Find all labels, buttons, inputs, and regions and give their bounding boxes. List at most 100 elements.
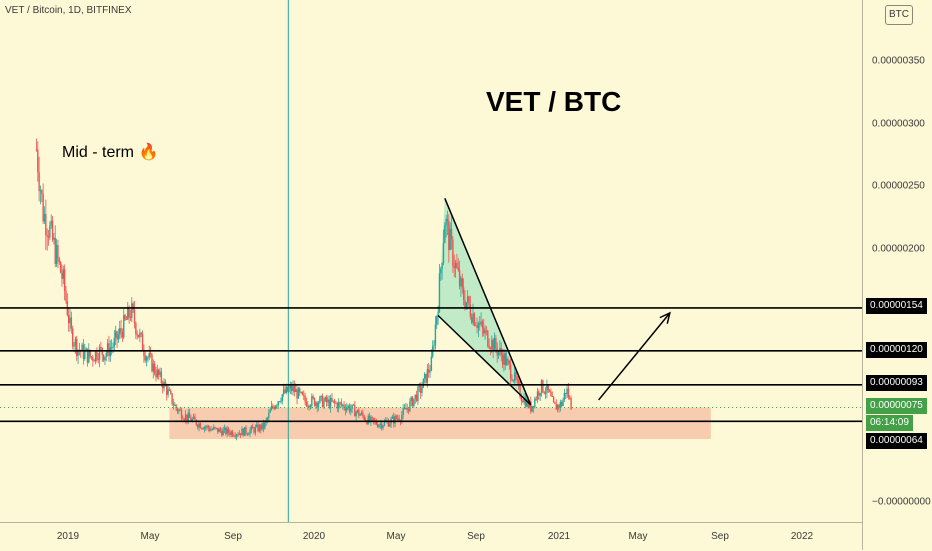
candle-body <box>100 346 102 348</box>
price-chart-svg[interactable] <box>0 0 862 522</box>
candle-body <box>176 408 179 412</box>
candle-body <box>179 409 181 411</box>
candle-body <box>245 427 247 434</box>
candle-body <box>110 347 113 349</box>
candle-body <box>470 316 473 323</box>
candle-body <box>475 325 477 327</box>
candle-body <box>492 339 494 352</box>
candle-body <box>313 398 316 406</box>
candle-body <box>203 427 206 430</box>
candle-body <box>346 407 348 411</box>
candle-body <box>542 380 544 392</box>
candle-body <box>152 363 155 372</box>
candle-body <box>88 349 90 363</box>
candle-body <box>120 328 122 332</box>
time-tick: 2020 <box>302 531 326 542</box>
candle-body <box>166 385 168 395</box>
candle-body <box>102 354 105 361</box>
candle-body <box>182 418 184 420</box>
candle-body <box>445 218 447 226</box>
currency-badge[interactable]: BTC <box>885 5 913 25</box>
chart-plot-area[interactable] <box>0 0 862 522</box>
candle-body <box>231 431 234 436</box>
chart-annotation-title: VET / BTC <box>486 86 622 117</box>
candle-body <box>260 425 262 430</box>
candle-body <box>403 407 406 409</box>
candle-body <box>493 338 496 352</box>
candle-body <box>192 416 195 419</box>
candle-body <box>483 327 485 334</box>
candle-body <box>159 371 161 375</box>
candle-body <box>226 428 228 434</box>
candle-body <box>320 395 322 397</box>
candle-body <box>312 396 314 399</box>
candle-body <box>219 428 222 431</box>
candle-body <box>61 272 63 279</box>
candle-body <box>324 397 326 402</box>
time-axis[interactable] <box>0 522 862 551</box>
price-tick: 0.00000300 <box>872 118 925 130</box>
candle-body <box>480 321 482 325</box>
candle-body <box>253 428 255 433</box>
candle-body <box>347 405 349 408</box>
candle-body <box>481 321 484 328</box>
candle-body <box>543 391 545 394</box>
candle-body <box>258 425 261 432</box>
candle-body <box>200 428 203 430</box>
candle-body <box>342 404 344 406</box>
candle-body <box>358 409 360 416</box>
candle-body <box>252 426 254 429</box>
candle-body <box>269 410 271 413</box>
candle-body <box>562 399 564 406</box>
candle-body <box>246 433 249 435</box>
candle-body <box>438 273 441 313</box>
candle-body <box>180 409 183 419</box>
candle-body <box>289 385 292 389</box>
candle-body <box>321 395 324 407</box>
candle-body <box>147 357 149 359</box>
candle-body <box>128 307 130 318</box>
candle-body <box>531 405 533 412</box>
candle-body <box>434 324 437 346</box>
candle-body <box>109 347 112 357</box>
candle-body <box>359 414 361 416</box>
candle-body <box>417 387 419 402</box>
candle-body <box>382 425 384 429</box>
candle-body <box>316 402 318 408</box>
candle-body <box>398 418 400 421</box>
candle-body <box>540 380 543 394</box>
candle-body <box>464 299 466 309</box>
candle-body <box>49 225 51 238</box>
candle-body <box>309 405 312 408</box>
candle-body <box>57 244 59 259</box>
time-tick: Sep <box>224 531 242 542</box>
candle-body <box>526 399 528 407</box>
candle-body <box>84 350 86 360</box>
candle-body <box>421 387 423 393</box>
candle-body <box>59 262 62 273</box>
candle-body <box>170 390 172 394</box>
candle-body <box>370 416 372 422</box>
candle-body <box>63 269 66 291</box>
candle-body <box>516 379 519 381</box>
candle-body <box>563 392 566 400</box>
candle-body <box>367 415 369 425</box>
candle-body <box>211 429 214 431</box>
candle-body <box>305 401 308 407</box>
candle-body <box>143 350 145 356</box>
candle-body <box>131 303 133 318</box>
candle-body <box>67 315 70 324</box>
candle-body <box>98 346 101 360</box>
candle-body <box>372 417 375 421</box>
candle-body <box>501 354 504 365</box>
candle-body <box>104 356 106 361</box>
candle-body <box>116 331 118 340</box>
price-axis[interactable] <box>862 0 932 550</box>
candle-body <box>488 346 490 349</box>
candle-body <box>43 213 46 222</box>
candle-body <box>167 389 169 395</box>
price-level-tag: 0.00000120 <box>866 342 927 358</box>
candle-body <box>191 418 193 422</box>
candle-body <box>268 412 270 418</box>
candle-body <box>513 372 516 381</box>
